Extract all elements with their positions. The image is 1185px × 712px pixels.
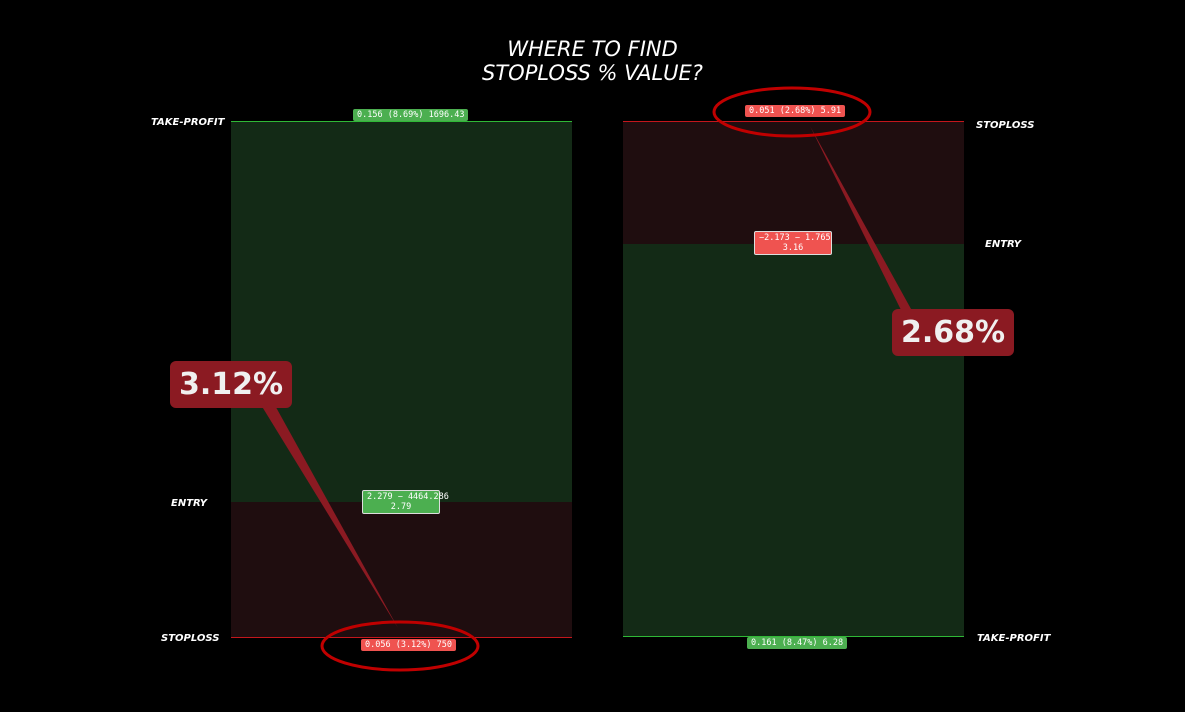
right-stoploss-label: STOPLOSS [976, 120, 1035, 131]
left-take-profit-label: TAKE-PROFIT [151, 117, 225, 128]
right-stoploss-tag[interactable]: 0.051 (2.68%) 5.91 [745, 105, 846, 117]
left-entry-label: ENTRY [171, 498, 208, 509]
right-percent-callout: 2.68% [892, 309, 1015, 356]
left-entry-tag[interactable]: 2.279 − 4464.286 2.79 [362, 490, 449, 514]
right-loss-zone [623, 122, 964, 244]
right-profit-zone [623, 244, 964, 636]
right-entry-tag-range: −2.173 − 1.765 [759, 233, 831, 243]
right-take-profit-line [623, 636, 964, 637]
left-entry-tag-range: 2.279 − 4464.286 [367, 492, 449, 502]
right-take-profit-label: TAKE-PROFIT [977, 633, 1051, 644]
left-take-profit-line [231, 121, 572, 122]
right-entry-tag[interactable]: −2.173 − 1.765 3.16 [754, 231, 832, 255]
left-entry-tag-ratio: 2.79 [390, 502, 412, 512]
left-stoploss-line [231, 637, 572, 638]
right-entry-tag-ratio: 3.16 [782, 243, 804, 253]
chart-title-line-2: STOPLOSS % VALUE? [482, 61, 703, 85]
left-profit-zone [231, 122, 572, 502]
left-loss-zone [231, 502, 572, 637]
chart-title-line-1: WHERE TO FIND [507, 37, 678, 61]
right-take-profit-tag[interactable]: 0.161 (8.47%) 6.28 [747, 637, 848, 649]
right-stoploss-line [623, 121, 964, 122]
left-take-profit-tag[interactable]: 0.156 (8.69%) 1696.43 [353, 109, 469, 121]
left-stoploss-tag[interactable]: 0.056 (3.12%) 750 [361, 639, 456, 651]
right-entry-label: ENTRY [985, 239, 1022, 250]
left-percent-callout: 3.12% [170, 361, 293, 408]
left-stoploss-label: STOPLOSS [161, 633, 220, 644]
